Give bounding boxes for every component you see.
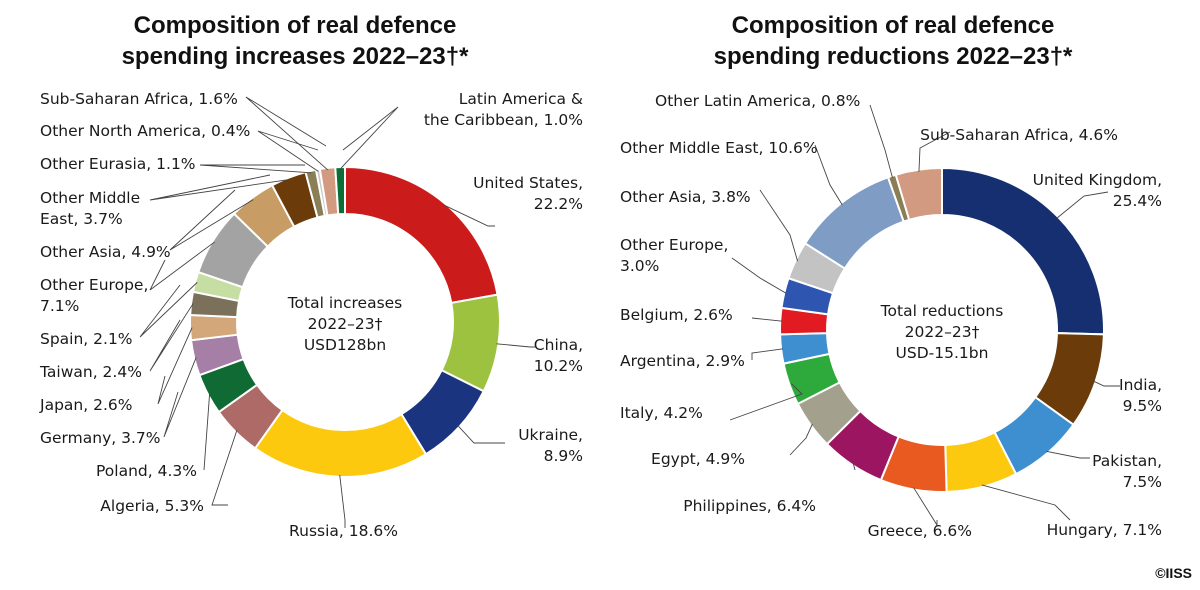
slice-label-other-middle-east: Other Middle East, 3.7% — [40, 189, 140, 228]
leader-line-other-middle-east — [149, 174, 290, 201]
leader-line-other-asia — [759, 189, 799, 262]
slice-latin-america-and-the-caribbean — [334, 165, 346, 216]
chart-title-line-1: Composition of real defence — [732, 12, 1055, 39]
leader-line-other-latin-america — [869, 104, 893, 178]
reductions-donut-chart: Composition of real defence spending redu… — [620, 12, 1162, 540]
leader-line-taiwan — [149, 303, 194, 372]
slice-label-hungary: Hungary, 7.1% — [1047, 521, 1162, 539]
slice-label-italy: Italy, 4.2% — [620, 404, 703, 422]
center-text-line-2: 2022–23† — [905, 323, 980, 341]
slice-label-other-europe: Other Europe, 7.1% — [40, 276, 148, 315]
leader-line-other-europe — [149, 241, 215, 291]
slice-label-china: China, 10.2% — [534, 336, 583, 375]
slice-label-united-states: United States, 22.2% — [473, 174, 583, 213]
center-text-line-1: Total reductions — [880, 302, 1004, 320]
slice-label-other-north-america: Other North America, 0.4% — [40, 122, 250, 140]
center-text-line-3: USD128bn — [304, 336, 386, 354]
leader-line-belgium — [751, 317, 783, 322]
leader-line-algeria — [211, 430, 238, 506]
slice-russia — [253, 408, 428, 478]
center-text-line-2: 2022–23† — [308, 315, 383, 333]
leader-line-japan — [157, 327, 193, 405]
leader-line-germany — [163, 357, 197, 438]
chart-title-line-2: spending increases 2022–23†* — [122, 43, 470, 70]
slice-sub-saharan-africa — [894, 166, 943, 222]
slice-label-other-latin-america: Other Latin America, 0.8% — [655, 92, 860, 110]
leader-line-egypt — [789, 423, 813, 456]
slice-label-argentina: Argentina, 2.9% — [620, 352, 745, 370]
leader-line-latin-america-and-the-caribbean — [339, 106, 399, 170]
leader-line-other-europe — [731, 257, 787, 294]
leader-line-philippines — [852, 463, 856, 471]
leader-line-italy — [729, 383, 803, 421]
slice-label-germany: Germany, 3.7% — [40, 429, 160, 447]
slice-label-ukraine: Ukraine, 8.9% — [518, 426, 583, 465]
leader-line-other-eurasia — [199, 164, 312, 174]
slice-label-latin-america-and-the-caribbean: Latin America & the Caribbean, 1.0% — [424, 90, 583, 129]
leader-line-united-kingdom — [1056, 191, 1109, 219]
leader-line-greece — [913, 487, 938, 527]
slice-label-egypt: Egypt, 4.9% — [651, 450, 745, 468]
slice-label-greece: Greece, 6.6% — [868, 522, 972, 540]
leader-line-russia — [339, 474, 346, 528]
leader-line-poland — [203, 393, 211, 471]
slice-label-spain: Spain, 2.1% — [40, 330, 133, 348]
slice-label-other-middle-east: Other Middle East, 10.6% — [620, 139, 818, 157]
slice-label-russia: Russia, 18.6% — [289, 522, 398, 540]
slice-label-pakistan: Pakistan, 7.5% — [1092, 452, 1162, 491]
slice-japan — [189, 313, 239, 342]
iiss-credit: ©IISS — [1155, 565, 1192, 581]
slice-label-sub-saharan-africa: Sub-Saharan Africa, 1.6% — [40, 90, 238, 108]
leader-line-sub-saharan-africa — [918, 131, 951, 172]
slice-label-poland: Poland, 4.3% — [96, 462, 197, 480]
slice-label-other-asia: Other Asia, 4.9% — [40, 243, 171, 261]
slice-label-other-asia: Other Asia, 3.8% — [620, 188, 751, 206]
leader-line-argentina — [751, 348, 784, 360]
slice-label-india: India, 9.5% — [1119, 376, 1162, 415]
slice-label-algeria: Algeria, 5.3% — [100, 497, 204, 515]
slice-label-united-kingdom: United Kingdom, 25.4% — [1033, 171, 1162, 210]
leader-line-hungary — [981, 484, 1071, 521]
leader-line-other-middle-east — [814, 144, 843, 206]
leader-line-pakistan — [1046, 450, 1090, 459]
leader-line-sub-saharan-africa — [245, 96, 329, 171]
center-text-line-3: USD-15.1bn — [896, 344, 989, 362]
leader-line-india — [1093, 380, 1120, 387]
slice-label-japan: Japan, 2.6% — [39, 396, 132, 414]
slice-label-philippines: Philippines, 6.4% — [683, 497, 816, 515]
leader-line-china — [496, 343, 535, 348]
chart-title-line-1: Composition of real defence — [134, 12, 457, 39]
slice-label-sub-saharan-africa: Sub-Saharan Africa, 4.6% — [920, 126, 1118, 144]
center-text-line-1: Total increases — [287, 294, 403, 312]
leader-line-united-states — [442, 204, 495, 227]
increases-donut-chart: Composition of real defence spending incr… — [39, 12, 583, 540]
leader-line-spain — [139, 282, 198, 338]
leader-line-ukraine — [457, 425, 505, 444]
slice-label-other-europe: Other Europe, 3.0% — [620, 236, 728, 275]
slice-label-belgium: Belgium, 2.6% — [620, 306, 733, 324]
leader-line-other-asia — [169, 189, 254, 251]
slice-label-taiwan: Taiwan, 2.4% — [39, 363, 142, 381]
chart-title-line-2: spending reductions 2022–23†* — [714, 43, 1073, 70]
slice-label-other-eurasia: Other Eurasia, 1.1% — [40, 155, 196, 173]
